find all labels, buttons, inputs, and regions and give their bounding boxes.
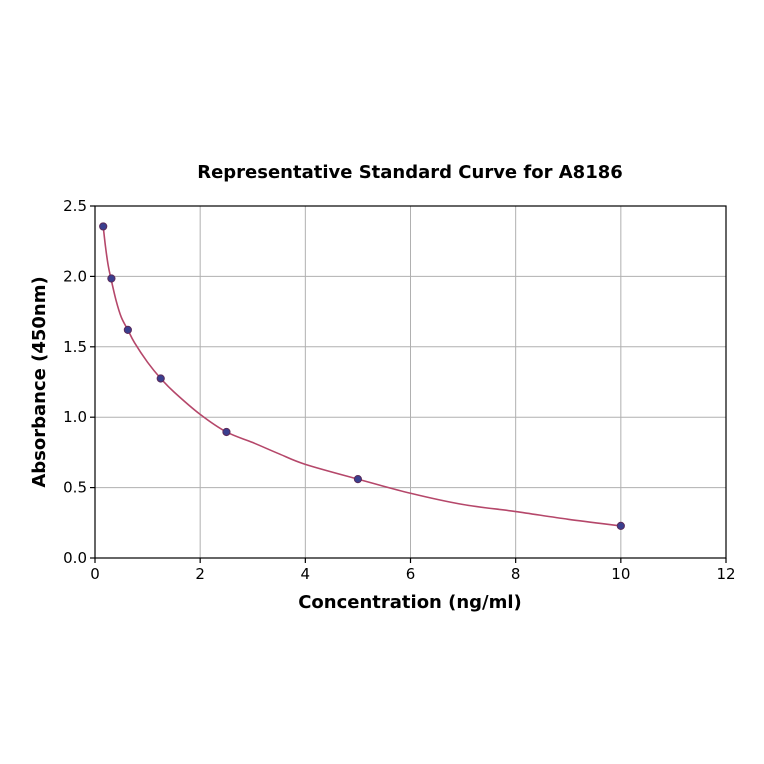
y-tick-label: 0.0 [63,549,87,567]
data-point [156,374,165,383]
y-tick-label: 1.0 [63,408,87,426]
x-tick-label: 10 [611,565,630,583]
x-tick-label: 12 [716,565,735,583]
x-tick-label: 8 [511,565,521,583]
x-axis-label: Concentration (ng/ml) [298,592,522,613]
data-point [222,427,231,437]
tick-layer: 0 2 4 6 8 10 12 0.0 0.5 1.0 1.5 2.0 2.5 [63,197,735,583]
y-tick-label: 0.5 [63,479,87,497]
x-tick-label: 6 [406,565,416,583]
curve-layer [102,226,621,527]
y-tick-label: 2.5 [63,197,87,215]
data-point [99,222,108,231]
y-tick-label: 1.5 [63,338,87,356]
x-tick-label: 4 [301,565,311,583]
fitted-curve-line [102,226,621,527]
data-point [353,475,363,484]
data-point [616,521,625,530]
y-tick-label: 2.0 [63,267,87,285]
chart-title: Representative Standard Curve for A8186 [197,162,623,183]
point-layer [99,222,625,530]
x-tick-label: 0 [90,565,100,583]
data-point [107,274,116,283]
x-tick-label: 2 [195,565,205,583]
y-axis-label: Absorbance (450nm) [29,276,50,487]
data-point [123,325,132,335]
